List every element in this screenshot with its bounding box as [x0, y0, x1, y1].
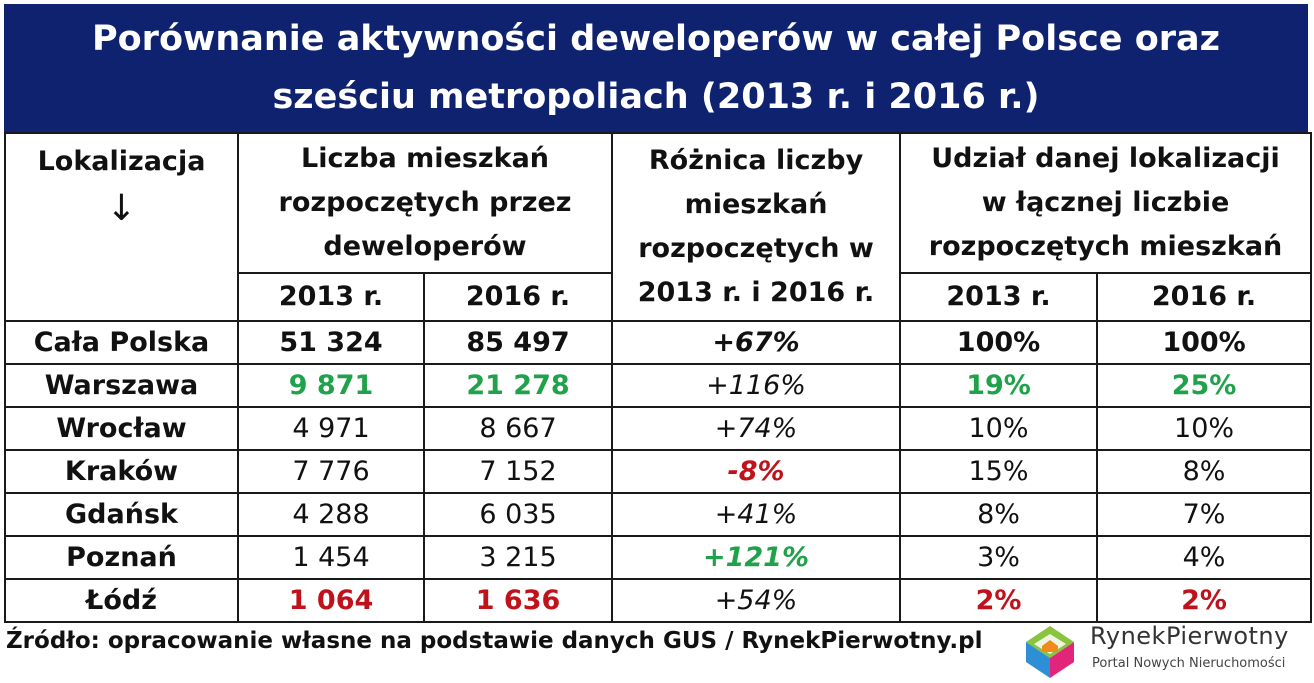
share-year-2013: 2013 r. — [899, 272, 1099, 322]
table-row: Cała Polska 51 324 85 497 +67% 100% 100% — [4, 320, 1313, 365]
row-count-2016: 1 636 — [422, 578, 614, 623]
table-row: Poznań 1 454 3 215 +121% 3% 4% — [4, 535, 1313, 580]
count-header: Liczba mieszkań rozpoczętych przez dewel… — [236, 131, 614, 275]
location-header-label: Lokalizacja — [37, 146, 206, 177]
row-count-2016: 3 215 — [422, 535, 614, 580]
row-count-2016: 7 152 — [422, 449, 614, 494]
house-logo-icon — [1026, 626, 1074, 678]
row-share-2013: 19% — [899, 363, 1099, 408]
title-line-1: Porównanie aktywności deweloperów w całe… — [91, 19, 1220, 59]
brand-logo: RynekPierwotny Portal Nowych Nieruchomoś… — [1020, 620, 1310, 682]
row-count-2013: 4 288 — [237, 492, 425, 537]
header-row: Lokalizacja ↓ Liczba mieszkań rozpoczęty… — [4, 131, 1313, 322]
diff-header-line: Różnica liczby — [648, 145, 864, 176]
share-header: Udział danej lokalizacji w łącznej liczb… — [899, 131, 1313, 275]
row-location: Łódź — [4, 578, 239, 623]
table-row: Łódź 1 064 1 636 +54% 2% 2% — [4, 578, 1313, 623]
row-location: Poznań — [4, 535, 239, 580]
row-count-2013: 7 776 — [237, 449, 425, 494]
arrow-down-icon: ↓ — [106, 188, 137, 229]
row-location: Cała Polska — [4, 320, 239, 365]
table-row: Kraków 7 776 7 152 -8% 15% 8% — [4, 449, 1313, 494]
row-count-2013: 9 871 — [237, 363, 425, 408]
row-share-2016: 7% — [1096, 492, 1313, 537]
share-header-line: Udział danej lokalizacji — [931, 143, 1280, 175]
row-share-2016: 8% — [1096, 449, 1313, 494]
share-header-line: rozpoczętych mieszkań — [928, 231, 1283, 263]
row-share-2016: 2% — [1096, 578, 1313, 623]
row-count-2016: 8 667 — [422, 406, 614, 451]
diff-header-line: rozpoczętych w — [638, 233, 874, 264]
source-footer: Źródło: opracowanie własne na podstawie … — [6, 628, 983, 654]
row-share-2013: 15% — [899, 449, 1099, 494]
row-share-2013: 8% — [899, 492, 1099, 537]
row-location: Gdańsk — [4, 492, 239, 537]
row-share-2016: 4% — [1096, 535, 1313, 580]
share-header-line: w łącznej liczbie — [981, 187, 1230, 219]
page-title: Porównanie aktywności deweloperów w całe… — [4, 4, 1308, 132]
row-count-2016: 21 278 — [422, 363, 614, 408]
count-year-2013: 2013 r. — [237, 272, 425, 322]
share-year-2016: 2016 r. — [1096, 272, 1313, 322]
row-location: Wrocław — [4, 406, 239, 451]
row-share-2016: 100% — [1096, 320, 1313, 365]
count-header-line: Liczba mieszkań — [301, 143, 550, 175]
row-count-2013: 51 324 — [237, 320, 425, 365]
diff-header: Różnica liczby mieszkań rozpoczętych w 2… — [611, 132, 902, 322]
diff-header-line: mieszkań — [684, 189, 828, 220]
row-share-2016: 10% — [1096, 406, 1313, 451]
row-count-2013: 4 971 — [237, 406, 425, 451]
row-diff: -8% — [611, 449, 902, 494]
row-share-2013: 100% — [899, 320, 1099, 365]
title-line-2: sześciu metropoliach (2013 r. i 2016 r.) — [272, 77, 1040, 117]
table-row: Wrocław 4 971 8 667 +74% 10% 10% — [4, 406, 1313, 451]
row-location: Kraków — [4, 449, 239, 494]
logo-tagline: Portal Nowych Nieruchomości — [1092, 656, 1286, 671]
row-share-2013: 2% — [899, 578, 1099, 623]
row-diff: +121% — [611, 535, 902, 580]
row-count-2013: 1 454 — [237, 535, 425, 580]
row-share-2013: 3% — [899, 535, 1099, 580]
row-count-2016: 6 035 — [422, 492, 614, 537]
data-table: Lokalizacja ↓ Liczba mieszkań rozpoczęty… — [4, 131, 1313, 623]
logo-name: RynekPierwotny — [1090, 622, 1289, 650]
row-count-2013: 1 064 — [237, 578, 425, 623]
count-header-line: rozpoczętych przez — [278, 187, 572, 219]
row-diff: +54% — [611, 578, 902, 623]
row-count-2016: 85 497 — [422, 320, 614, 365]
table-row: Gdańsk 4 288 6 035 +41% 8% 7% — [4, 492, 1313, 537]
table-row: Warszawa 9 871 21 278 +116% 19% 25% — [4, 363, 1313, 408]
row-diff: +116% — [611, 363, 902, 408]
row-share-2013: 10% — [899, 406, 1099, 451]
diff-header-line: 2013 r. i 2016 r. — [637, 277, 875, 308]
year-header-row: 2013 r. 2016 r. 2013 r. 2016 r. — [5, 272, 1313, 322]
row-share-2016: 25% — [1096, 363, 1313, 408]
row-diff: +67% — [611, 320, 902, 365]
row-location: Warszawa — [4, 363, 239, 408]
row-diff: +74% — [611, 406, 902, 451]
location-header: Lokalizacja ↓ — [4, 132, 239, 322]
count-header-line: deweloperów — [323, 231, 527, 263]
count-year-2016: 2016 r. — [422, 272, 614, 322]
row-diff: +41% — [611, 492, 902, 537]
